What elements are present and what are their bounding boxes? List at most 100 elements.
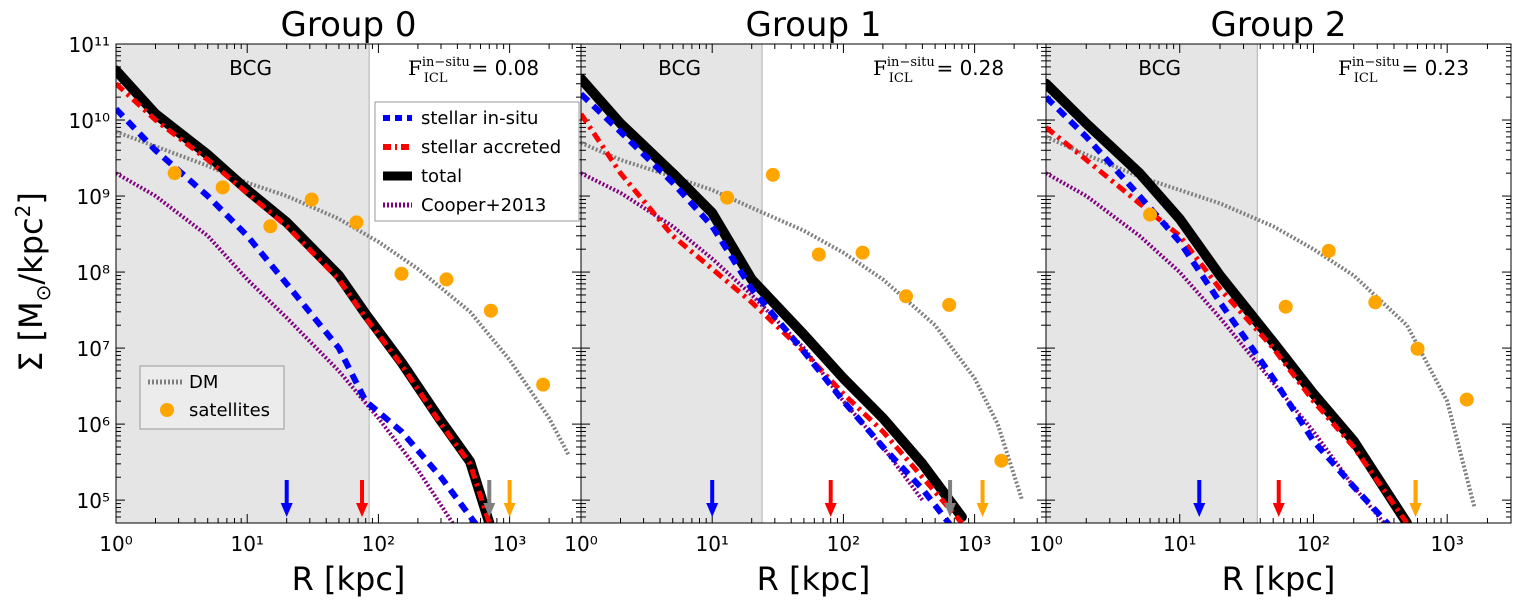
radius-arrow-head	[503, 503, 516, 517]
bcg-region	[116, 44, 370, 523]
satellite-point	[994, 453, 1009, 468]
radius-arrow-head	[1193, 503, 1206, 517]
series-lines	[581, 73, 1025, 523]
ficl-annotation: Fin−situ ICL = 0.23	[1338, 55, 1469, 86]
satellite-point	[720, 190, 735, 205]
series-line-total	[1046, 78, 1412, 523]
satellite-point	[1278, 299, 1293, 314]
legend-label-dm: DM	[189, 372, 218, 393]
satellite-point	[349, 215, 364, 230]
satellite-point	[1459, 392, 1474, 407]
satellite-point	[942, 297, 957, 312]
satellite-point	[1321, 243, 1336, 258]
x-tick-label: 10²	[362, 532, 395, 556]
series-line-cooper-2013	[1046, 171, 1387, 523]
legend-secondary: DM satellites	[139, 365, 285, 430]
y-tick-label: 10⁹	[77, 185, 110, 209]
y-tick-label: 10¹⁰	[69, 109, 110, 133]
bcg-label: BCG	[658, 56, 701, 80]
satellite-point	[483, 303, 498, 318]
panel-group-0: 10⁰ 10¹ 10² 10³ 10⁵ 10⁶ 10⁷ 10⁸ 10⁹ 10¹⁰ 10¹¹ Grou…	[69, 5, 582, 598]
y-tick-label: 10⁷	[77, 337, 110, 361]
x-tick-label: 10³	[1430, 532, 1463, 556]
y-tick-label: 10⁶	[77, 413, 110, 437]
legend-label-accreted: stellar accreted	[421, 137, 561, 158]
x-tick-label: 10³	[958, 532, 991, 556]
x-axis-label: R [kpc]	[1222, 560, 1336, 598]
satellite-point	[1143, 207, 1158, 222]
bcg-label: BCG	[1138, 56, 1181, 80]
legend-label-cooper: Cooper+2013	[421, 195, 546, 216]
panel-group-2: 10⁰ 10¹ 10² 10³ Group 2 R [kpc] BCG Fin−sit…	[1029, 5, 1512, 598]
x-tick-label: 10⁰	[564, 532, 597, 556]
satellite-point	[394, 266, 409, 281]
legend-swatch-satellites	[160, 403, 174, 417]
x-tick-label: 10²	[827, 532, 860, 556]
satellite-point	[439, 272, 454, 287]
x-tick-label: 10³	[493, 532, 526, 556]
x-axis-label: R [kpc]	[292, 560, 406, 598]
radius-arrow-head	[483, 503, 496, 517]
radius-arrow-head	[1409, 503, 1422, 517]
satellite-point	[765, 167, 780, 182]
series-line-stellar-accreted	[581, 112, 964, 523]
satellite-point	[811, 247, 826, 262]
radius-arrow-head	[944, 503, 957, 517]
satellite-points	[1143, 207, 1474, 407]
satellite-point	[1368, 295, 1383, 310]
legend-label-total: total	[421, 166, 462, 187]
series-line-stellar-in-situ	[1046, 94, 1392, 523]
y-axis-label: Σ [M⊙/kpc2]	[11, 192, 55, 372]
x-tick-label: 10⁰	[1029, 532, 1062, 556]
panel-title: Group 0	[281, 5, 417, 45]
radius-arrow-head	[356, 503, 369, 517]
y-tick-label: 10¹¹	[69, 33, 110, 57]
y-tick-label: 10⁸	[77, 261, 110, 285]
legend-label-in-situ: stellar in-situ	[421, 108, 538, 129]
series-line-dm	[116, 129, 571, 456]
legend2-box	[139, 365, 285, 430]
satellite-point	[855, 245, 870, 260]
radius-arrow-head	[1272, 503, 1285, 517]
radius-arrows	[1193, 480, 1422, 517]
series-line-total	[581, 73, 967, 522]
legend-main: stellar in-situ stellar accreted total C…	[374, 101, 580, 222]
satellite-point	[536, 377, 551, 392]
bcg-label: BCG	[229, 56, 272, 80]
panel-title: Group 1	[746, 5, 882, 45]
radius-arrows	[280, 480, 516, 517]
satellite-point	[167, 166, 182, 181]
panel-title: Group 2	[1211, 5, 1347, 45]
x-tick-label: 10¹	[230, 532, 263, 556]
ficl-annotation: Fin−situ ICL = 0.28	[873, 55, 1004, 86]
satellite-point	[1410, 341, 1425, 356]
axis-ticks: 10⁰ 10¹ 10² 10³ 10⁵ 10⁶ 10⁷ 10⁸ 10⁹ 10¹⁰ 10¹¹	[69, 33, 581, 556]
series-line-cooper-2013	[581, 171, 925, 502]
y-tick-label: 10⁵	[77, 489, 110, 513]
series-line-dm	[581, 141, 1025, 501]
panel-group-1: 10⁰ 10¹ 10² 10³ Group 1 R [kpc] BCG Fin−sit…	[564, 5, 1047, 598]
x-tick-label: 10¹	[1163, 532, 1196, 556]
series-line-stellar-accreted	[116, 81, 492, 523]
satellite-point	[263, 219, 278, 234]
satellite-points	[720, 167, 1009, 468]
radius-arrows	[706, 480, 989, 517]
satellite-points	[167, 166, 551, 392]
legend-label-satellites: satellites	[189, 400, 270, 421]
radius-arrow-head	[976, 503, 989, 517]
x-tick-label: 10⁰	[99, 532, 132, 556]
x-tick-label: 10²	[1297, 532, 1330, 556]
radius-arrow-head	[706, 503, 719, 517]
plot-frame	[1045, 43, 1512, 524]
legend-box	[374, 101, 580, 222]
satellite-point	[899, 289, 914, 304]
satellite-point	[304, 192, 319, 207]
x-tick-label: 10¹	[695, 532, 728, 556]
series-line-cooper-2013	[116, 171, 455, 523]
series-line-stellar-accreted	[1046, 125, 1409, 523]
x-axis-label: R [kpc]	[757, 560, 871, 598]
satellite-point	[215, 180, 230, 195]
series-line-stellar-in-situ	[581, 91, 953, 523]
radius-arrow-head	[280, 503, 293, 517]
